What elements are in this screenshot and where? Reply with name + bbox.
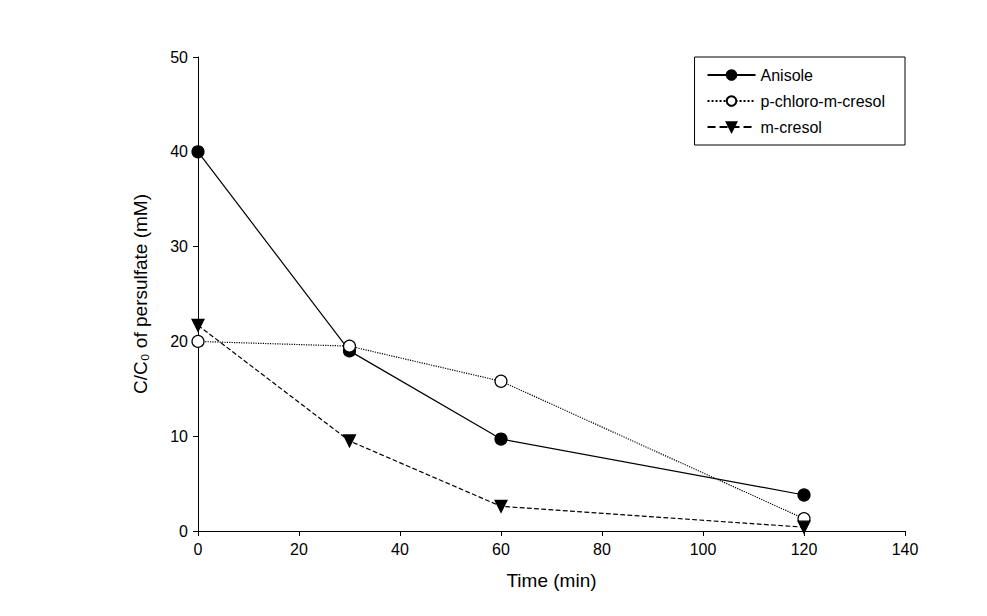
svg-text:m-cresol: m-cresol (761, 119, 822, 136)
svg-text:10: 10 (170, 428, 188, 445)
svg-text:100: 100 (690, 541, 717, 558)
svg-text:p-chloro-m-cresol: p-chloro-m-cresol (761, 93, 885, 110)
svg-text:140: 140 (892, 541, 919, 558)
svg-text:C/C₀ of persulfate (mM): C/C₀ of persulfate (mM) (130, 194, 151, 394)
svg-text:60: 60 (492, 541, 510, 558)
svg-text:20: 20 (290, 541, 308, 558)
svg-text:40: 40 (170, 143, 188, 160)
svg-text:40: 40 (391, 541, 409, 558)
svg-text:30: 30 (170, 238, 188, 255)
svg-text:20: 20 (170, 333, 188, 350)
svg-text:50: 50 (170, 49, 188, 66)
svg-text:Time (min): Time (min) (506, 570, 596, 591)
svg-text:Anisole: Anisole (761, 67, 814, 84)
svg-text:0: 0 (194, 541, 203, 558)
svg-text:0: 0 (179, 523, 188, 540)
svg-text:80: 80 (593, 541, 611, 558)
svg-text:120: 120 (791, 541, 818, 558)
